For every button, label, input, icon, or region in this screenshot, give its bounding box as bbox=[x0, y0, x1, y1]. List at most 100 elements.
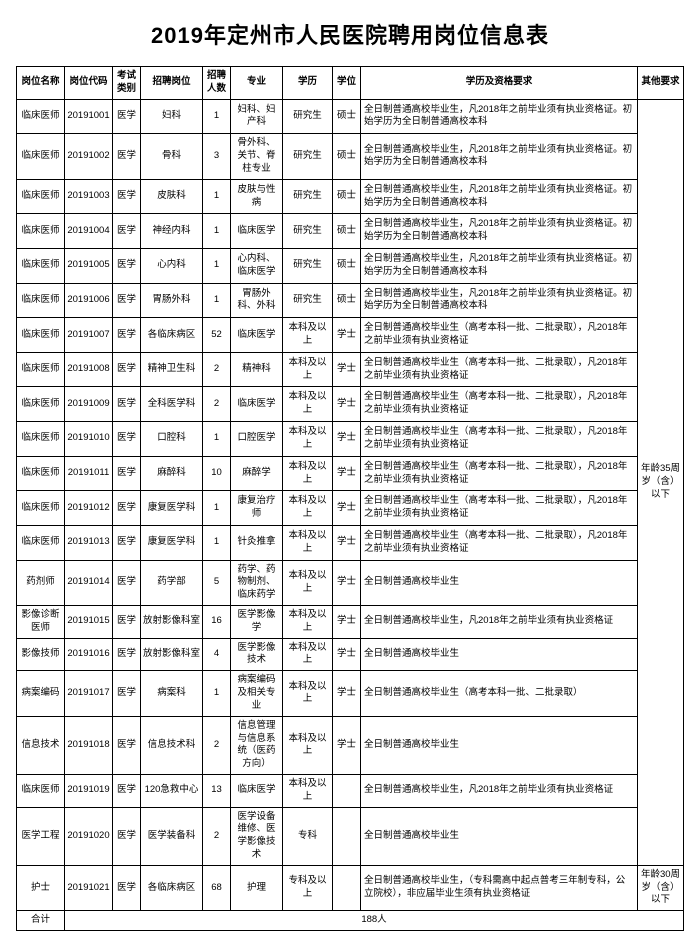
cell: 20191002 bbox=[65, 134, 113, 179]
cell: 20191001 bbox=[65, 99, 113, 134]
cell: 10 bbox=[203, 456, 231, 491]
cell: 医学 bbox=[113, 606, 141, 639]
cell: 麻醉学 bbox=[231, 456, 283, 491]
col-0: 岗位名称 bbox=[17, 67, 65, 100]
table-row: 临床医师20191012医学康复医学科1康复治疗师本科及以上学士全日制普通高校毕… bbox=[17, 491, 684, 526]
cell: 学士 bbox=[333, 352, 361, 387]
cell: 20191009 bbox=[65, 387, 113, 422]
cell: 本科及以上 bbox=[283, 456, 333, 491]
cell-requirement: 全日制普通高校毕业生（高考本科一批、二批录取），凡2018年之前毕业须有执业资格… bbox=[361, 352, 638, 387]
cell: 妇科、妇产科 bbox=[231, 99, 283, 134]
cell: 学士 bbox=[333, 318, 361, 353]
cell: 临床医师 bbox=[17, 99, 65, 134]
cell: 1 bbox=[203, 214, 231, 249]
cell: 各临床病区 bbox=[141, 318, 203, 353]
cell: 20191008 bbox=[65, 352, 113, 387]
cell: 20191007 bbox=[65, 318, 113, 353]
cell: 全科医学科 bbox=[141, 387, 203, 422]
cell: 20191005 bbox=[65, 248, 113, 283]
table-row: 临床医师20191005医学心内科1心内科、临床医学研究生硕士全日制普通高校毕业… bbox=[17, 248, 684, 283]
cell: 临床医学 bbox=[231, 214, 283, 249]
total-label: 合计 bbox=[17, 911, 65, 931]
cell: 药学、药物制剂、临床药学 bbox=[231, 560, 283, 605]
cell: 20191015 bbox=[65, 606, 113, 639]
cell: 研究生 bbox=[283, 248, 333, 283]
cell: 学士 bbox=[333, 671, 361, 716]
cell bbox=[333, 807, 361, 865]
cell: 医学 bbox=[113, 638, 141, 671]
cell: 本科及以上 bbox=[283, 422, 333, 457]
cell: 临床医师 bbox=[17, 214, 65, 249]
col-1: 岗位代码 bbox=[65, 67, 113, 100]
cell: 皮肤与性病 bbox=[231, 179, 283, 214]
cell: 20191012 bbox=[65, 491, 113, 526]
cell-requirement: 全日制普通高校毕业生，凡2018年之前毕业须有执业资格证。初始学历为全日制普通高… bbox=[361, 248, 638, 283]
cell: 临床医师 bbox=[17, 318, 65, 353]
col-7: 学位 bbox=[333, 67, 361, 100]
cell: 医学 bbox=[113, 248, 141, 283]
cell: 医学 bbox=[113, 99, 141, 134]
cell: 1 bbox=[203, 671, 231, 716]
cell: 医学 bbox=[113, 491, 141, 526]
cell: 临床医学 bbox=[231, 387, 283, 422]
cell-requirement: 全日制普通高校毕业生，凡2018年之前毕业须有执业资格证 bbox=[361, 606, 638, 639]
cell: 本科及以上 bbox=[283, 525, 333, 560]
cell: 16 bbox=[203, 606, 231, 639]
cell: 本科及以上 bbox=[283, 638, 333, 671]
cell-requirement: 全日制普通高校毕业生，凡2018年之前毕业须有执业资格证 bbox=[361, 774, 638, 807]
cell: 1 bbox=[203, 99, 231, 134]
cell: 20191020 bbox=[65, 807, 113, 865]
table-row: 临床医师20191002医学骨科3骨外科、关节、脊柱专业研究生硕士全日制普通高校… bbox=[17, 134, 684, 179]
cell: 骨科 bbox=[141, 134, 203, 179]
cell: 口腔医学 bbox=[231, 422, 283, 457]
cell: 皮肤科 bbox=[141, 179, 203, 214]
cell: 临床医师 bbox=[17, 491, 65, 526]
col-8: 学历及资格要求 bbox=[361, 67, 638, 100]
cell: 学士 bbox=[333, 422, 361, 457]
cell: 学士 bbox=[333, 716, 361, 774]
recruitment-table: 岗位名称岗位代码考试类别招聘岗位招聘人数专业学历学位学历及资格要求其他要求 临床… bbox=[16, 66, 684, 931]
cell: 20191017 bbox=[65, 671, 113, 716]
cell-requirement: 全日制普通高校毕业生，凡2018年之前毕业须有执业资格证。初始学历为全日制普通高… bbox=[361, 179, 638, 214]
table-row: 影像诊断医师20191015医学放射影像科室16医学影像学本科及以上学士全日制普… bbox=[17, 606, 684, 639]
cell: 临床医师 bbox=[17, 774, 65, 807]
cell: 放射影像科室 bbox=[141, 638, 203, 671]
table-row: 临床医师20191007医学各临床病区52临床医学本科及以上学士全日制普通高校毕… bbox=[17, 318, 684, 353]
cell: 20191003 bbox=[65, 179, 113, 214]
cell: 本科及以上 bbox=[283, 606, 333, 639]
table-row: 临床医师20191008医学精神卫生科2精神科本科及以上学士全日制普通高校毕业生… bbox=[17, 352, 684, 387]
cell: 信息技术 bbox=[17, 716, 65, 774]
cell: 学士 bbox=[333, 491, 361, 526]
cell: 口腔科 bbox=[141, 422, 203, 457]
cell-requirement: 全日制普通高校毕业生 bbox=[361, 560, 638, 605]
cell: 学士 bbox=[333, 638, 361, 671]
cell-requirement: 全日制普通高校毕业生（高考本科一批、二批录取），凡2018年之前毕业须有执业资格… bbox=[361, 456, 638, 491]
cell: 硕士 bbox=[333, 248, 361, 283]
cell-requirement: 全日制普通高校毕业生 bbox=[361, 716, 638, 774]
cell: 病案编码及相关专业 bbox=[231, 671, 283, 716]
table-row: 临床医师20191010医学口腔科1口腔医学本科及以上学士全日制普通高校毕业生（… bbox=[17, 422, 684, 457]
cell: 医学 bbox=[113, 560, 141, 605]
cell: 本科及以上 bbox=[283, 387, 333, 422]
cell: 医学 bbox=[113, 456, 141, 491]
cell-requirement: 全日制普通高校毕业生，凡2018年之前毕业须有执业资格证。初始学历为全日制普通高… bbox=[361, 99, 638, 134]
cell: 20191014 bbox=[65, 560, 113, 605]
cell: 医学工程 bbox=[17, 807, 65, 865]
cell: 1 bbox=[203, 283, 231, 318]
cell: 康复医学科 bbox=[141, 491, 203, 526]
cell: 研究生 bbox=[283, 134, 333, 179]
cell: 2 bbox=[203, 387, 231, 422]
total-value: 188人 bbox=[65, 911, 684, 931]
cell: 本科及以上 bbox=[283, 560, 333, 605]
cell-requirement: 全日制普通高校毕业生，凡2018年之前毕业须有执业资格证。初始学历为全日制普通高… bbox=[361, 134, 638, 179]
cell-requirement: 全日制普通高校毕业生（高考本科一批、二批录取），凡2018年之前毕业须有执业资格… bbox=[361, 422, 638, 457]
cell: 学士 bbox=[333, 387, 361, 422]
col-3: 招聘岗位 bbox=[141, 67, 203, 100]
cell: 4 bbox=[203, 638, 231, 671]
cell: 学士 bbox=[333, 606, 361, 639]
cell: 临床医学 bbox=[231, 774, 283, 807]
cell: 20191010 bbox=[65, 422, 113, 457]
table-row: 医学工程20191020医学医学装备科2医学设备维修、医学影像技术专科全日制普通… bbox=[17, 807, 684, 865]
cell: 本科及以上 bbox=[283, 352, 333, 387]
table-row: 药剂师20191014医学药学部5药学、药物制剂、临床药学本科及以上学士全日制普… bbox=[17, 560, 684, 605]
